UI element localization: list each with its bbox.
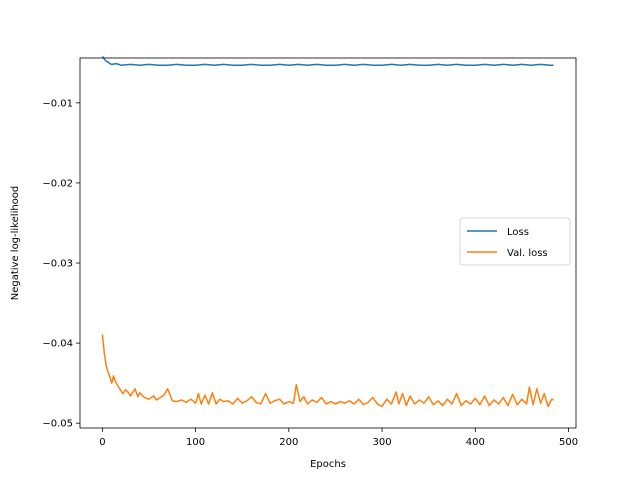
series-line-loss [101,55,554,66]
y-tick-label: −0.05 [42,419,73,430]
legend-label-loss: Loss [507,227,529,238]
x-axis-label: Epochs [310,459,346,470]
x-tick-label: 0 [99,437,105,448]
legend-label-val-loss: Val. loss [507,248,548,259]
y-tick-label: −0.03 [42,259,73,270]
x-axis-ticks: 0 100 200 300 400 500 [99,428,578,448]
legend: Loss Val. loss [459,217,571,266]
x-tick-label: 300 [373,437,392,448]
x-tick-label: 400 [466,437,485,448]
y-axis-label: Negative log-likelihood [10,186,21,301]
legend-box [459,217,571,266]
y-tick-label: −0.04 [42,339,73,350]
x-tick-label: 100 [186,437,205,448]
series-line-val-loss [101,334,554,408]
y-tick-label: −0.01 [42,98,73,109]
series-layer [101,55,554,408]
y-axis-ticks: −0.01 −0.02 −0.03 −0.04 −0.05 [42,98,80,430]
y-tick-label: −0.02 [42,178,73,189]
x-tick-label: 200 [279,437,298,448]
x-tick-label: 500 [559,437,578,448]
axes-frame [79,57,577,429]
